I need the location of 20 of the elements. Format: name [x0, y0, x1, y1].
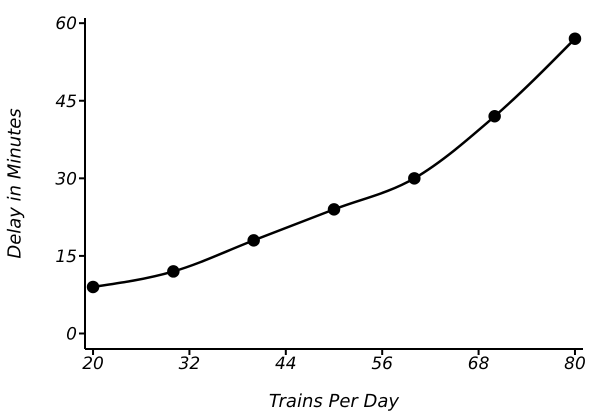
y-tick-label: 60: [55, 14, 77, 34]
x-tick-label: 44: [274, 354, 297, 374]
x-tick-label: 56: [371, 354, 394, 374]
point: [86, 280, 100, 294]
y-tick-label: 45: [55, 92, 77, 112]
point: [488, 110, 501, 123]
y-tick-label: 0: [66, 324, 77, 345]
y-tick-label: 30: [55, 169, 77, 190]
y-axis-title: Delay in Minutes: [4, 108, 26, 259]
point: [568, 32, 582, 45]
point: [247, 234, 260, 247]
x-axis-title: Trains Per Day: [268, 391, 400, 412]
x-tick-label: 68: [468, 354, 490, 374]
x-tick-label: 32: [178, 354, 200, 374]
x-tick-label: 20: [82, 354, 104, 374]
y-tick-label: 15: [55, 246, 77, 267]
x-tick-label: 80: [564, 354, 586, 374]
point: [167, 265, 180, 278]
point: [408, 172, 421, 185]
point: [328, 203, 340, 216]
